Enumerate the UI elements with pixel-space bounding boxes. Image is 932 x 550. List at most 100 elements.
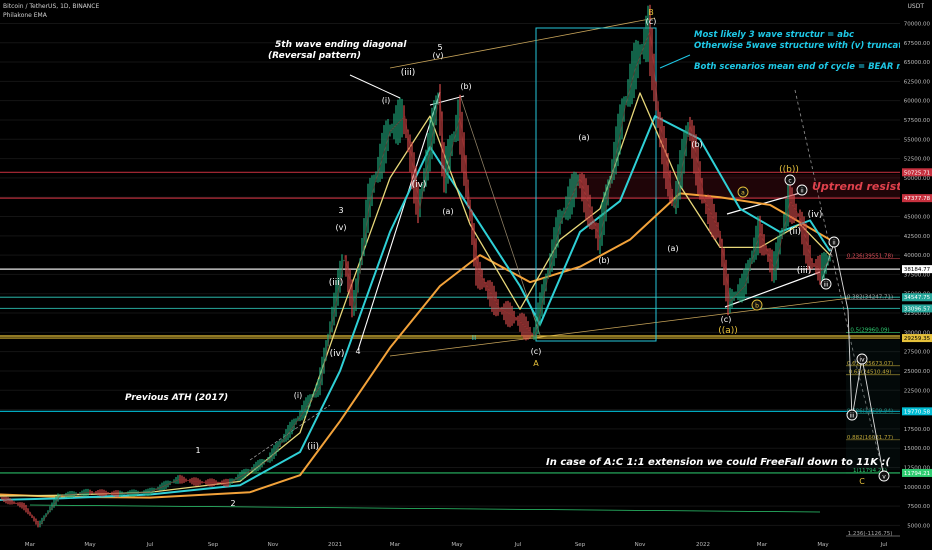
trend-line	[357, 91, 441, 351]
time-tick: Sep	[575, 542, 586, 548]
fib-label: 0.236(39551.78)	[847, 254, 893, 260]
price-tick: 15000.00	[904, 446, 931, 452]
time-tick: Mar	[25, 542, 36, 548]
trend-line	[794, 89, 856, 361]
time-axis: Mar May Jul Sep Nov 2021 Mar May Jul Sep Nov 2022 Ma…	[25, 542, 888, 548]
price-tick: 42500.00	[904, 234, 931, 240]
trend-line	[389, 17, 656, 69]
currency-label: USDT	[907, 3, 925, 10]
chart-grid	[0, 22, 900, 526]
wave-label: (iv)	[808, 210, 823, 220]
wave-label: (c)	[646, 17, 657, 26]
price-tick: 5000.00	[907, 523, 930, 529]
wave-circle	[828, 236, 840, 248]
wave-label: (v)	[336, 223, 347, 232]
annotation-arrow	[659, 54, 691, 69]
wave-label: (i)	[294, 391, 302, 400]
resistance-zone	[570, 174, 900, 198]
fib-label: 0.882(16081.77)	[847, 435, 893, 441]
time-tick: Mar	[390, 542, 401, 548]
fib-label: 1(11794.21)	[853, 468, 887, 474]
price-tick: 22500.00	[904, 388, 931, 394]
wave-circle	[856, 353, 868, 365]
wave-label: ((b))	[779, 165, 799, 175]
price-tick: 12500.00	[904, 465, 931, 471]
annotation-arrow	[349, 74, 401, 99]
price-tick: 52500.00	[904, 157, 931, 163]
wave-label: (ii)	[307, 442, 319, 452]
time-tick: Jul	[514, 542, 522, 548]
trend-line	[389, 297, 851, 357]
trend-line	[459, 94, 541, 336]
wave-label: (iii)	[401, 68, 416, 78]
wave-label: (i)	[382, 96, 390, 105]
price-tag-label: 33096.57	[904, 306, 931, 312]
price-tag	[902, 265, 932, 274]
time-tick: May	[84, 542, 96, 548]
wave-label: 3	[338, 206, 343, 215]
price-tag	[902, 194, 932, 203]
price-tag	[902, 334, 932, 343]
annotation-text: Otherwise 5wave structure with (v) trunc…	[694, 41, 917, 51]
wave-label: (b)	[691, 140, 702, 149]
price-tick: 67500.00	[904, 41, 931, 47]
trend-line	[724, 271, 821, 308]
price-tag-label: 11794.21	[904, 471, 930, 477]
wave-label: ((a))	[718, 326, 738, 336]
fib-label: 0.5(29960.09)	[850, 328, 889, 334]
price-tick: 62500.00	[904, 79, 931, 85]
price-tick: 30000.00	[904, 330, 931, 336]
wave-label: (a)	[667, 244, 678, 253]
fib-zone	[846, 340, 900, 470]
highlight-box	[535, 27, 657, 342]
wave-label: (v)	[433, 51, 444, 60]
price-tick: 37500.00	[904, 272, 931, 278]
trend-line	[249, 404, 331, 461]
price-tick: 32500.00	[904, 311, 931, 317]
annotation-text: In case of A:C 1:1 extension we could Fr…	[546, 457, 890, 468]
price-tick: 65000.00	[904, 60, 931, 66]
wave-label: (iv)	[330, 349, 345, 359]
wave-label: C	[859, 477, 865, 486]
price-tick: 55000.00	[904, 137, 931, 143]
wave-circle-label: iii	[849, 413, 854, 420]
wave-circle-label: iii	[823, 282, 828, 289]
symbol-title: Bitcoin / TetherUS, 1D, BINANCE	[3, 3, 100, 10]
price-tick: 10000.00	[904, 485, 931, 491]
wave-circle	[751, 299, 763, 311]
wave-label: (iii)	[797, 266, 812, 276]
time-tick: Mar	[757, 542, 768, 548]
wave-label: (a)	[442, 207, 453, 216]
annotation-text: Most likely 3 wave structur = abc	[694, 30, 854, 40]
wave-circle-label: a	[741, 190, 745, 197]
time-tick: Jul	[146, 542, 154, 548]
wave-circle	[784, 174, 796, 186]
wave-circle	[878, 470, 890, 482]
wave-circle	[820, 278, 832, 290]
wave-label: 2	[230, 499, 235, 508]
price-axis: 5000.00 7500.00 10000.00 12500.00 15000.00 17…	[902, 21, 932, 529]
price-tick: 70000.00	[904, 21, 931, 27]
price-tag	[902, 168, 932, 177]
annotation-text: Previous ATH (2017)	[125, 393, 228, 403]
wave-label: (a)	[578, 133, 589, 142]
time-tick: Nov	[268, 542, 279, 548]
wave-circle-label: c	[788, 178, 791, 185]
wave-circle-label: b	[755, 303, 759, 310]
time-tick: Jul	[880, 542, 888, 548]
annotation-text: Both scenarios mean end of cycle = BEAR …	[694, 62, 931, 72]
price-tick: 57500.00	[904, 118, 931, 124]
wave-label: iii	[471, 335, 476, 342]
wave-circle	[737, 186, 749, 198]
price-tag-label: 47377.78	[904, 196, 931, 202]
price-tick: 17500.00	[904, 427, 931, 433]
price-line	[0, 31, 831, 526]
wave-label: B	[648, 8, 654, 17]
wave-circle-label: iv	[859, 357, 865, 364]
ema-cyan-line	[0, 115, 831, 501]
price-tag	[902, 407, 932, 416]
price-tick: 25000.00	[904, 369, 931, 375]
price-tag	[902, 468, 932, 477]
wave-label: 1	[195, 446, 200, 455]
